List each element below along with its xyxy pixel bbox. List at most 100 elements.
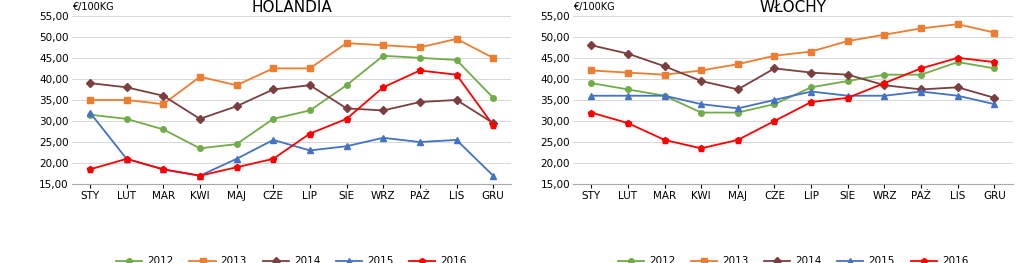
2015 [915,90,927,93]
2015 [879,94,891,97]
2013 [951,23,964,26]
2014 [695,79,707,83]
2013 [121,98,133,102]
2013 [988,31,1000,34]
2014 [304,84,316,87]
2016 [230,166,242,169]
2012 [158,128,170,131]
2015 [450,138,462,141]
2012 [731,111,744,114]
2013 [341,42,353,45]
2015 [988,103,1000,106]
2015 [731,107,744,110]
2014 [731,88,744,91]
2013 [731,63,744,66]
2012 [84,113,96,116]
2016 [842,96,854,99]
2014 [879,84,891,87]
2014 [341,107,353,110]
2012 [450,58,462,62]
2013 [768,54,781,57]
2012 [341,84,353,87]
2015 [230,157,242,160]
2013 [304,67,316,70]
Text: €/100KG: €/100KG [573,2,615,12]
2014 [193,117,206,120]
2014 [768,67,781,70]
2016 [659,138,671,141]
2012 [659,94,671,97]
2014 [84,82,96,85]
2015 [695,103,707,106]
2012 [768,103,781,106]
2016 [805,100,817,104]
2015 [341,145,353,148]
2016 [622,122,634,125]
2013 [842,39,854,43]
2014 [413,100,426,104]
2014 [988,96,1000,99]
Line: 2013: 2013 [588,21,997,78]
2015 [951,94,964,97]
2015 [193,174,206,177]
2014 [267,88,279,91]
2012 [915,73,927,76]
2012 [695,111,707,114]
2013 [230,84,242,87]
2016 [585,111,597,114]
2016 [879,82,891,85]
2013 [659,73,671,76]
2015 [413,140,426,144]
2016 [413,69,426,72]
Legend: 2012, 2013, 2014, 2015, 2016: 2012, 2013, 2014, 2015, 2016 [618,256,968,263]
2012 [487,96,499,99]
2015 [158,168,170,171]
2016 [695,147,707,150]
2015 [121,157,133,160]
2014 [915,88,927,91]
2016 [158,168,170,171]
2012 [377,54,390,57]
2016 [341,117,353,120]
2013 [622,71,634,74]
2016 [304,132,316,135]
Text: €/100KG: €/100KG [72,2,114,12]
Line: 2012: 2012 [588,59,997,115]
2015 [805,90,817,93]
2014 [487,122,499,125]
2013 [879,33,891,36]
2014 [121,86,133,89]
2015 [659,94,671,97]
2012 [230,143,242,146]
Line: 2014: 2014 [588,42,997,101]
2016 [84,168,96,171]
2015 [84,111,96,114]
Line: 2015: 2015 [588,89,997,111]
2012 [267,117,279,120]
2013 [450,37,462,41]
2016 [915,67,927,70]
2014 [622,52,634,55]
2012 [413,56,426,59]
2015 [768,98,781,102]
2015 [842,94,854,97]
2012 [121,117,133,120]
2016 [731,138,744,141]
Line: 2016: 2016 [588,54,997,152]
Title: HOLANDIA: HOLANDIA [252,0,331,15]
Line: 2014: 2014 [87,80,496,126]
2013 [915,27,927,30]
2012 [585,82,597,85]
2016 [768,119,781,123]
2013 [193,75,206,78]
2016 [450,73,462,76]
2014 [585,44,597,47]
2015 [377,136,390,139]
Line: 2016: 2016 [87,67,496,179]
2014 [158,94,170,97]
2013 [695,69,707,72]
2012 [842,79,854,83]
2013 [158,103,170,106]
2012 [951,60,964,64]
2012 [988,67,1000,70]
